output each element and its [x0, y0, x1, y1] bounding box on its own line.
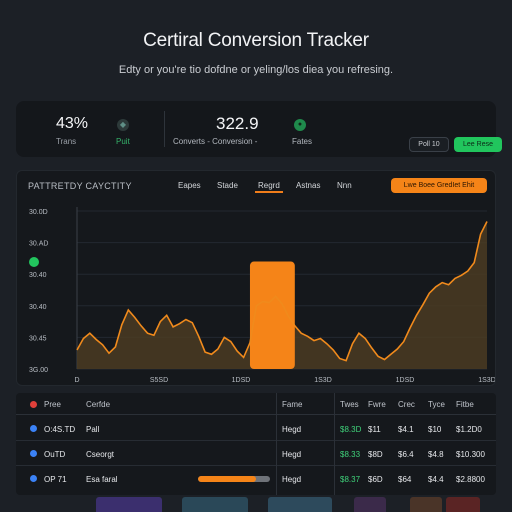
footer-swatch — [96, 497, 162, 512]
col-header[interactable]: Fwre — [368, 400, 386, 409]
progress-fill — [198, 476, 256, 482]
x-tick-label: S5SD — [150, 377, 168, 384]
col-header[interactable]: Pree — [44, 400, 61, 409]
stat-conversion-value: 322.9 — [216, 114, 259, 133]
poll-button[interactable]: Poll 10 — [409, 137, 449, 152]
header-marker-icon — [30, 401, 37, 408]
shield-icon: ◆ — [117, 119, 129, 131]
table-cell: $11 — [368, 425, 381, 434]
footer-swatch — [446, 497, 480, 512]
table-cell: Hegd — [282, 450, 302, 459]
status-icon: ● — [294, 119, 306, 131]
area-chart: 30.0D 30.AD 30.40 30.40 30.45 3G.00 D S5SD 1DSD 1… — [29, 207, 495, 384]
table-cell: $6D — [368, 475, 383, 484]
x-tick-label: 1S3D — [478, 377, 495, 384]
table-cell: $8D — [368, 450, 383, 459]
stats-divider — [164, 111, 165, 147]
table-row[interactable]: O:4S.TD Pall Hegd $8.3D $11 $4.1 $10 $1.2D0 — [16, 418, 496, 440]
table-cell: Pall — [86, 425, 100, 434]
page-subtitle: Edty or you're tio dofdne or yeling/los … — [118, 64, 394, 76]
table-cell: $8.37 — [340, 475, 361, 484]
table-cell: $1.2D0 — [456, 425, 482, 434]
gradient-edit-button[interactable]: Lwe Boee GredIet Ehit — [391, 178, 487, 193]
table-cell: Esa faral — [86, 475, 118, 484]
y-tick-label: 3G.00 — [29, 367, 48, 374]
footer-swatch — [268, 497, 332, 512]
x-tick-label: D — [74, 377, 79, 384]
y-tick-label: 30.40 — [29, 272, 47, 279]
tab-nnn[interactable]: Nnn — [337, 181, 352, 190]
row-divider — [16, 465, 496, 466]
row-marker-icon — [30, 475, 37, 482]
highlight-bar — [249, 261, 295, 369]
reset-button[interactable]: Lee Rese — [454, 137, 502, 152]
table-cell: $8.3D — [340, 425, 362, 434]
table-cell: $10 — [428, 425, 442, 434]
tab-regrd[interactable]: Regrd — [255, 180, 283, 193]
stat-rate-label: Fates — [292, 137, 313, 146]
table-cell: $8.33 — [340, 450, 361, 459]
table-cell: $6.4 — [398, 450, 414, 459]
column-divider — [334, 393, 335, 495]
x-tick-label: 1DSD — [396, 377, 415, 384]
progress-bar — [198, 476, 270, 482]
table-cell: $4.4 — [428, 475, 444, 484]
col-header[interactable]: Fame — [282, 400, 303, 409]
table-cell: $4.8 — [428, 450, 444, 459]
stat-conversion-label[interactable]: Converts - Conversion - — [173, 137, 258, 146]
table-cell: $4.1 — [398, 425, 414, 434]
col-header[interactable]: Tyce — [428, 400, 445, 409]
page-title: Certiral Conversion Tracker — [143, 30, 369, 51]
footer-swatch — [354, 497, 386, 512]
tab-astnas[interactable]: Astnas — [296, 181, 321, 190]
table-row[interactable]: OuTD Cseorgt Hegd $8.33 $8D $6.4 $4.8 $10.300 — [16, 443, 496, 465]
table-cell: OuTD — [44, 450, 66, 459]
col-header[interactable]: Crec — [398, 400, 415, 409]
footer-swatch — [182, 497, 248, 512]
stats-card: 43% Trans ◆ Puit 322.9 Converts - Conver… — [16, 101, 502, 157]
col-header[interactable]: Cerfde — [86, 400, 111, 409]
status-dot-icon — [29, 257, 39, 267]
row-marker-icon — [30, 450, 37, 457]
row-marker-icon — [30, 425, 37, 432]
tab-eapes[interactable]: Eapes — [178, 181, 201, 190]
y-tick-label: 30.40 — [29, 304, 47, 311]
table-cell: $64 — [398, 475, 412, 484]
table-cell: $2.8800 — [456, 475, 485, 484]
stat-percent-value: 43% — [56, 115, 89, 132]
table-cell: Hegd — [282, 475, 302, 484]
table-cell: $10.300 — [456, 450, 485, 459]
y-tick-label: 30.45 — [29, 335, 47, 342]
chart-panel-title: PATTRETDY CAYCTITY — [28, 181, 132, 191]
x-tick-label: 1S3D — [314, 377, 332, 384]
y-tick-label: 30.0D — [29, 209, 48, 216]
table-cell: Hegd — [282, 425, 302, 434]
table-cell: O:4S.TD — [44, 425, 76, 434]
col-header[interactable]: Fitbe — [456, 400, 474, 409]
tab-stade[interactable]: Stade — [217, 181, 238, 190]
stat-percent-sublabel: Puit — [116, 137, 130, 146]
table-cell: OP 71 — [44, 475, 67, 484]
area-fill — [77, 221, 487, 369]
x-tick-label: 1DSD — [232, 377, 251, 384]
row-divider — [16, 440, 496, 441]
col-header[interactable]: Twes — [340, 400, 359, 409]
data-table: Pree Cerfde Fame Twes Fwre Crec Tyce Fit… — [16, 393, 496, 495]
stat-percent-label: Trans — [56, 137, 77, 146]
series-line — [76, 221, 488, 362]
column-divider — [276, 393, 277, 495]
table-cell: Cseorgt — [86, 450, 115, 459]
table-header-row: Pree Cerfde Fame Twes Fwre Crec Tyce Fit… — [16, 393, 496, 415]
table-row[interactable]: OP 71 Esa faral Hegd $8.37 $6D $64 $4.4 $2.8800 — [16, 468, 496, 490]
footer-swatch — [410, 497, 442, 512]
chart-panel: PATTRETDY CAYCTITY Eapes Stade Regrd Ast… — [16, 170, 496, 386]
y-tick-label: 30.AD — [29, 241, 48, 248]
